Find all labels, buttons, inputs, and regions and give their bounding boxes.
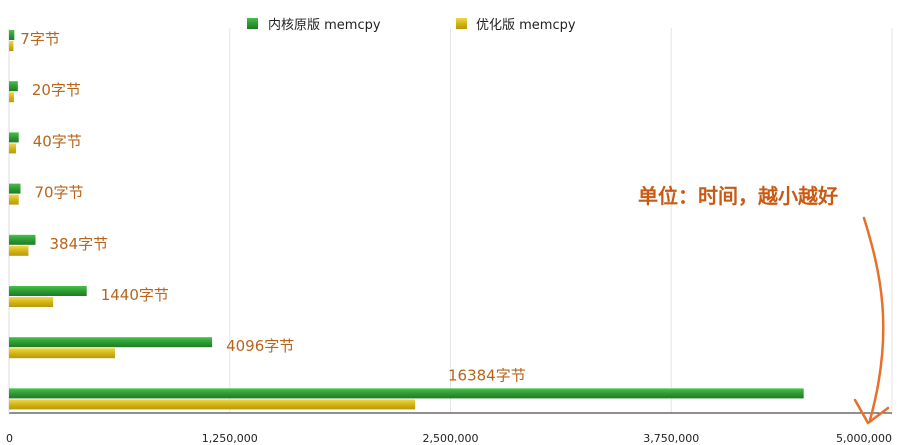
bar-original: [9, 286, 87, 296]
legend-swatch-original: [247, 18, 258, 29]
bar-original: [9, 337, 213, 348]
x-tick-label: 3,750,000: [643, 432, 699, 445]
legend-label-original: 内核原版 memcpy: [268, 17, 381, 33]
legend: 内核原版 memcpy 优化版 memcpy: [247, 17, 576, 33]
bar-optimized: [9, 245, 29, 256]
x-tick-label: 5,000,000: [836, 432, 892, 445]
bar-optimized: [9, 92, 14, 103]
bar-optimized: [9, 297, 54, 307]
bars: [9, 30, 804, 410]
bar-original: [9, 30, 15, 40]
category-label: 16384字节: [448, 366, 526, 384]
category-label: 20字节: [32, 81, 81, 99]
unit-note: 单位：时间，越小越好: [638, 184, 838, 208]
category-labels: 7字节 20字节 40字节 70字节 384字节 1440字节 4096字节 16384字节: [20, 30, 525, 384]
bar-original: [9, 388, 804, 399]
curved-arrow-icon: [853, 216, 890, 425]
category-label: 70字节: [34, 184, 83, 202]
bar-original: [9, 234, 36, 245]
bar-optimized: [9, 399, 416, 410]
x-tick-label: 2,500,000: [423, 432, 479, 445]
category-label: 1440字节: [101, 286, 169, 304]
bar-optimized: [9, 194, 19, 205]
legend-swatch-optimized: [456, 18, 467, 29]
x-tick-labels: 0 1,250,000 2,500,000 3,750,000 5,000,000: [6, 432, 892, 445]
bar-original: [9, 132, 19, 143]
legend-label-optimized: 优化版 memcpy: [476, 18, 576, 33]
category-label: 384字节: [49, 235, 108, 253]
category-label: 4096字节: [226, 337, 294, 355]
bar-original: [9, 183, 21, 194]
bar-optimized: [9, 348, 115, 359]
x-tick-label: 0: [6, 432, 13, 445]
bar-optimized: [9, 143, 17, 154]
bar-optimized: [9, 41, 14, 51]
category-label: 40字节: [33, 132, 82, 150]
grid-lines: [229, 28, 893, 413]
bar-original: [9, 81, 18, 92]
category-label: 7字节: [20, 30, 60, 48]
x-tick-label: 1,250,000: [202, 432, 258, 445]
